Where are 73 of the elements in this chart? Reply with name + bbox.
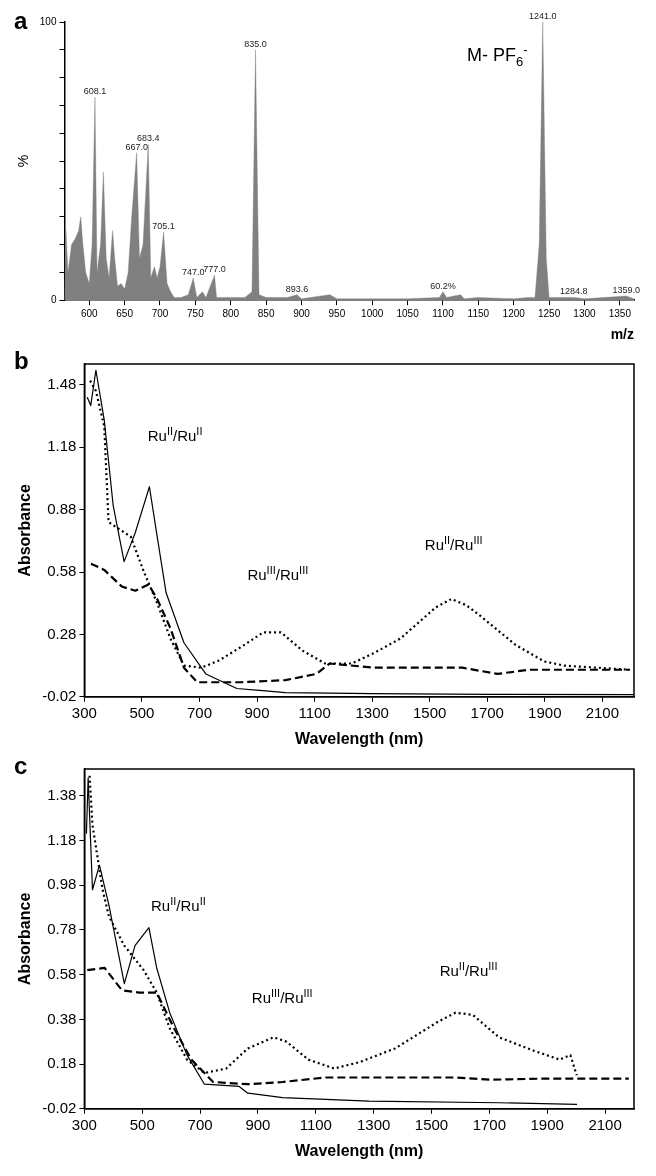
x-tick-label: 800: [222, 307, 240, 319]
x-tick-label: 1500: [414, 1115, 449, 1133]
x-tick-label: 700: [186, 703, 213, 721]
x-tick-label: 850: [257, 307, 275, 319]
x-tick-label: 1350: [608, 307, 632, 319]
x-tick-label: 650: [116, 307, 134, 319]
annotation: 835.0: [244, 38, 267, 49]
annotation: 1359.0: [612, 285, 640, 296]
x-tick-label: 300: [71, 1115, 97, 1133]
annotation: 60.2%: [430, 280, 456, 291]
x-tick-label: 1100: [432, 307, 455, 319]
x-tick-label: 900: [293, 307, 311, 319]
y-tick-label: 1.18: [47, 437, 77, 455]
y-axis-title: Absorbance: [16, 892, 34, 986]
annotation: 777.0: [203, 264, 226, 275]
y-tick-label: 0.58: [47, 964, 77, 982]
y-tick-label: -0.02: [42, 686, 77, 704]
y-tick-label: 1.38: [47, 785, 77, 803]
y-tick-label: 0.78: [47, 920, 77, 938]
annotation: 1241.0: [528, 11, 557, 21]
annotation: 1284.8: [559, 286, 588, 297]
x-tick-label: 1900: [528, 703, 562, 721]
x-axis-title: Wavelength (nm): [295, 1141, 424, 1159]
x-tick-label: 300: [71, 703, 97, 721]
x-tick-label: 1300: [356, 1115, 391, 1133]
annotation: 608.1: [83, 86, 107, 97]
x-tick-label: 1100: [299, 1115, 332, 1133]
x-tick-label: 2100: [588, 1115, 622, 1133]
chart-title: a: [14, 6, 28, 34]
x-tick-label: 1000: [361, 307, 384, 319]
x-tick-label: 1250: [537, 307, 561, 319]
y-axis-title: Absorbance: [16, 484, 34, 577]
y-tick-label: 0.98: [47, 875, 77, 893]
y-tick-label: 1.18: [47, 830, 77, 848]
x-tick-label: 2100: [585, 703, 620, 721]
y-tick-label: 1.48: [47, 374, 77, 392]
y-tick-label: 0.38: [47, 1009, 77, 1027]
annotation: 747.0: [181, 266, 205, 277]
x-tick-label: 1900: [530, 1115, 564, 1133]
y-tick-label: 0.28: [47, 624, 77, 642]
x-tick-label: 900: [244, 703, 270, 721]
x-tick-label: 1700: [470, 703, 504, 721]
x-tick-label: 600: [80, 307, 99, 319]
x-tick-label: 950: [328, 307, 346, 319]
x-tick-label: 900: [245, 1115, 271, 1133]
annotation: 893.6: [285, 283, 309, 294]
annotation: 683.4: [136, 133, 160, 144]
y-tick-label: 0.58: [47, 562, 77, 580]
y-tick-label: 0.18: [47, 1054, 77, 1072]
y-tick-label: 0.88: [47, 499, 77, 517]
chart-title: b: [14, 346, 29, 374]
x-tick-label: 1300: [573, 307, 597, 319]
x-axis-title: m/z: [610, 326, 634, 343]
x-axis-title: Wavelength (nm): [295, 729, 424, 747]
x-tick-label: 1100: [298, 703, 331, 721]
x-tick-label: 750: [187, 307, 205, 319]
x-tick-label: 1300: [355, 703, 389, 721]
x-tick-label: 1150: [467, 307, 490, 319]
x-tick-label: 1700: [472, 1115, 507, 1133]
y-tick-label: 0: [50, 293, 57, 305]
x-tick-label: 700: [187, 1115, 213, 1133]
annotation: 705.1: [152, 221, 175, 232]
annotation: 667.0: [125, 141, 148, 152]
x-tick-label: 1500: [413, 703, 447, 721]
y-tick-label: 100: [39, 15, 57, 27]
x-tick-label: 500: [129, 703, 155, 721]
x-tick-label: 700: [151, 307, 169, 319]
x-tick-label: 500: [129, 1115, 155, 1133]
chart-title: c: [14, 751, 28, 779]
y-axis-title: %: [15, 154, 32, 168]
x-tick-label: 1200: [502, 307, 526, 319]
x-tick-label: 1050: [396, 307, 420, 319]
y-tick-label: -0.02: [42, 1098, 77, 1116]
